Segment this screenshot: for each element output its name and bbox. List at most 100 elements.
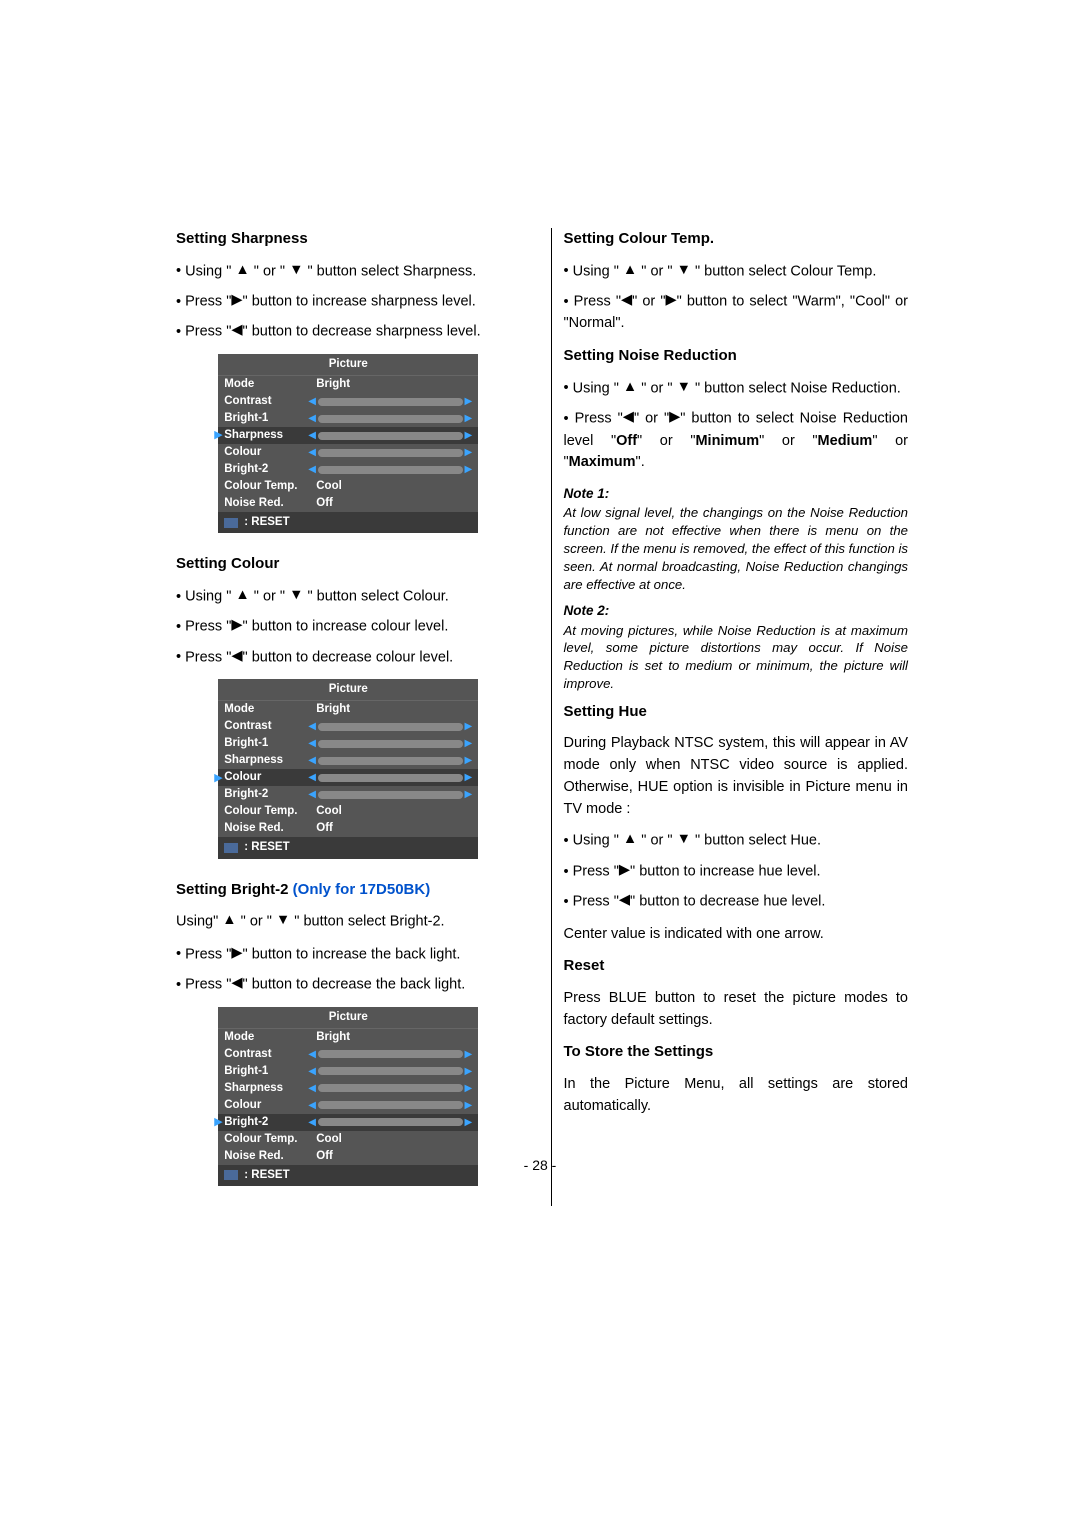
instruction-item: Press "▶" button to increase hue level. (564, 861, 909, 883)
picture-menu-2: PictureModeBrightContrast◀▶Bright-1◀▶Sha… (218, 679, 478, 859)
menu-reset-row: : RESET (218, 837, 478, 858)
right-arrow-icon: ▶ (465, 719, 473, 734)
down-arrow-icon: ▼ (677, 377, 691, 399)
instruction-item: Press "◀" or "▶" button to select Noise … (564, 408, 909, 474)
left-arrow-icon: ◀ (308, 719, 316, 734)
instruction-item: Press "◀" button to decrease the back li… (176, 974, 521, 996)
menu-row-contrast: Contrast◀▶ (218, 393, 478, 410)
down-arrow-icon: ▼ (677, 260, 691, 282)
instruction-item: Using " ▲ " or " ▼ " button select Sharp… (176, 261, 521, 283)
store-para: In the Picture Menu, all settings are st… (564, 1074, 909, 1118)
bright2-line1: Using" ▲ " or " ▼ " button select Bright… (176, 911, 521, 933)
left-arrow-icon: ◀ (231, 973, 242, 995)
up-arrow-icon: ▲ (235, 585, 249, 607)
right-column: Setting Colour Temp. Using " ▲ " or " ▼ … (551, 228, 909, 1206)
list-bright2: Press "▶" button to increase the back li… (176, 944, 521, 997)
menu-row-colour-temp: Colour Temp.Cool (218, 803, 478, 820)
instruction-item: Press "◀" button to decrease sharpness l… (176, 321, 521, 343)
left-arrow-icon: ◀ (308, 1047, 316, 1062)
up-arrow-icon: ▲ (623, 260, 637, 282)
list-sharpness: Using " ▲ " or " ▼ " button select Sharp… (176, 261, 521, 344)
down-arrow-icon: ▼ (289, 585, 303, 607)
hue-center: Center value is indicated with one arrow… (564, 924, 909, 946)
right-arrow-icon: ▶ (465, 753, 473, 768)
menu-title: Picture (218, 354, 478, 376)
page-number: - 28 - (0, 1157, 1080, 1173)
instruction-item: Press "▶" button to increase colour leve… (176, 616, 521, 638)
left-arrow-icon: ◀ (308, 753, 316, 768)
instruction-item: Using " ▲ " or " ▼ " button select Colou… (564, 261, 909, 283)
menu-row-contrast: Contrast◀▶ (218, 1046, 478, 1063)
right-arrow-icon: ▶ (465, 1064, 473, 1079)
menu-row-mode: ModeBright (218, 701, 478, 718)
left-column: Setting Sharpness Using " ▲ " or " ▼ " b… (176, 228, 521, 1206)
right-arrow-icon: ▶ (465, 411, 473, 426)
right-arrow-icon: ▶ (465, 1081, 473, 1096)
left-arrow-icon: ◀ (308, 411, 316, 426)
right-arrow-icon: ▶ (465, 1098, 473, 1113)
instruction-item: Press "◀" button to decrease hue level. (564, 891, 909, 913)
left-arrow-icon: ◀ (621, 290, 632, 312)
instruction-item: Press "▶" button to increase the back li… (176, 944, 521, 966)
left-arrow-icon: ◀ (308, 394, 316, 409)
menu-row-bright-1: Bright-1◀▶ (218, 410, 478, 427)
blue-button-icon (224, 518, 238, 528)
menu-row-colour-temp: Colour Temp.Cool (218, 1131, 478, 1148)
list-colour: Using " ▲ " or " ▼ " button select Colou… (176, 586, 521, 669)
menu-row-bright-1: Bright-1◀▶ (218, 735, 478, 752)
menu-row-bright-2: ▶Bright-2◀▶ (218, 1114, 478, 1131)
up-arrow-icon: ▲ (623, 377, 637, 399)
menu-row-sharpness: Sharpness◀▶ (218, 1080, 478, 1097)
menu-row-colour: ▶Colour◀▶ (218, 769, 478, 786)
menu-row-noise-red: Noise Red.Off (218, 495, 478, 512)
left-arrow-icon: ◀ (623, 407, 634, 429)
right-arrow-icon: ▶ (669, 407, 680, 429)
menu-row-noise-red: Noise Red.Off (218, 820, 478, 837)
heading-store: To Store the Settings (564, 1041, 909, 1064)
up-arrow-icon: ▲ (623, 829, 637, 851)
menu-row-colour: Colour◀▶ (218, 1097, 478, 1114)
blue-button-icon (224, 843, 238, 853)
instruction-item: Using " ▲ " or " ▼ " button select Hue. (564, 830, 909, 852)
right-arrow-icon: ▶ (465, 394, 473, 409)
menu-title: Picture (218, 679, 478, 701)
down-arrow-icon: ▼ (289, 260, 303, 282)
hue-para: During Playback NTSC system, this will a… (564, 733, 909, 820)
list-noise-red: Using " ▲ " or " ▼ " button select Noise… (564, 378, 909, 474)
left-arrow-icon: ◀ (308, 1115, 316, 1130)
heading-reset: Reset (564, 955, 909, 978)
down-arrow-icon: ▼ (276, 910, 290, 932)
list-hue: Using " ▲ " or " ▼ " button select Hue. P… (564, 830, 909, 913)
left-arrow-icon: ◀ (231, 320, 242, 342)
left-arrow-icon: ◀ (308, 770, 316, 785)
up-arrow-icon: ▲ (222, 910, 236, 932)
instruction-item: Press "◀" button to decrease colour leve… (176, 647, 521, 669)
picture-menu-1: PictureModeBrightContrast◀▶Bright-1◀▶▶Sh… (218, 354, 478, 534)
heading-colour: Setting Colour (176, 553, 521, 576)
down-arrow-icon: ▼ (677, 829, 691, 851)
menu-row-colour-temp: Colour Temp.Cool (218, 478, 478, 495)
right-arrow-icon: ▶ (465, 770, 473, 785)
right-arrow-icon: ▶ (465, 736, 473, 751)
right-arrow-icon: ▶ (465, 462, 473, 477)
left-arrow-icon: ◀ (308, 428, 316, 443)
instruction-item: Press "▶" button to increase sharpness l… (176, 291, 521, 313)
note1-text: At low signal level, the changings on th… (564, 504, 909, 593)
heading-noise-red: Setting Noise Reduction (564, 345, 909, 368)
up-arrow-icon: ▲ (235, 260, 249, 282)
note2-label: Note 2: (564, 601, 909, 621)
menu-row-sharpness: ▶Sharpness◀▶ (218, 427, 478, 444)
right-arrow-icon: ▶ (465, 1115, 473, 1130)
menu-row-contrast: Contrast◀▶ (218, 718, 478, 735)
right-arrow-icon: ▶ (465, 445, 473, 460)
right-arrow-icon: ▶ (231, 615, 242, 637)
menu-row-bright-2: Bright-2◀▶ (218, 461, 478, 478)
menu-row-bright-1: Bright-1◀▶ (218, 1063, 478, 1080)
right-arrow-icon: ▶ (619, 860, 630, 882)
heading-bright2: Setting Bright-2 (Only for 17D50BK) (176, 879, 521, 902)
menu-row-mode: ModeBright (218, 1029, 478, 1046)
menu-row-colour: Colour◀▶ (218, 444, 478, 461)
instruction-item: Using " ▲ " or " ▼ " button select Colou… (176, 586, 521, 608)
menu-row-sharpness: Sharpness◀▶ (218, 752, 478, 769)
right-arrow-icon: ▶ (465, 787, 473, 802)
